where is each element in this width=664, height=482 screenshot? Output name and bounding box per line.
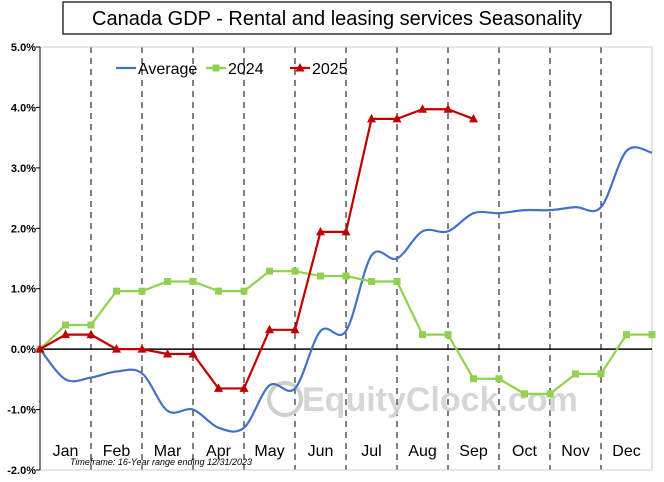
x-tick-label: Nov — [561, 443, 589, 460]
legend-item-average: Average — [116, 61, 197, 78]
y-tick-label: -1.0% — [7, 405, 36, 417]
marker-square — [419, 331, 426, 339]
marker-triangle — [35, 344, 45, 353]
marker-square — [317, 272, 324, 280]
marker-triangle — [112, 344, 121, 353]
y-tick-label: 2.0% — [11, 223, 36, 235]
watermark-logo-icon — [267, 381, 303, 417]
marker-square — [648, 331, 656, 339]
y-tick-label: 0.0% — [11, 344, 36, 356]
grid-lines — [90, 47, 653, 470]
marker-square — [138, 287, 146, 295]
marker-square — [572, 370, 579, 378]
x-tick-label: Aug — [408, 443, 436, 460]
marker-square — [495, 375, 503, 383]
marker-triangle — [295, 63, 305, 72]
marker-triangle — [214, 383, 223, 392]
marker-square — [62, 321, 69, 329]
marker-triangle — [316, 226, 325, 236]
legend-item-2025: 2025 — [290, 61, 348, 78]
marker-triangle — [418, 104, 427, 113]
marker-triangle — [61, 329, 70, 339]
marker-square — [215, 287, 222, 295]
marker-triangle — [341, 226, 351, 236]
x-tick-label: Feb — [103, 443, 131, 460]
marker-square — [393, 277, 401, 285]
marker-triangle — [137, 344, 147, 353]
marker-square — [597, 370, 605, 378]
x-tick-label: May — [254, 443, 284, 460]
legend-item-2024: 2024 — [206, 61, 264, 78]
y-tick-label: -2.0% — [7, 465, 36, 477]
marker-square — [164, 277, 171, 285]
series-layer — [35, 104, 656, 433]
series-line — [39, 108, 474, 390]
marker-square — [470, 375, 477, 383]
marker-triangle — [265, 324, 274, 334]
timeframe-footnote: Timeframe: 16-Year range ending 12/31/20… — [70, 457, 252, 467]
marker-square — [521, 390, 528, 398]
marker-square — [623, 331, 630, 339]
chart-title-group: Canada GDP - Rental and leasing services… — [62, 1, 612, 35]
watermark: EquityClock.com — [267, 381, 578, 419]
marker-square — [240, 287, 248, 295]
y-tick-label: 3.0% — [11, 163, 36, 175]
marker-triangle — [290, 324, 300, 334]
marker-square — [342, 272, 350, 280]
marker-triangle — [239, 383, 249, 392]
marker-square — [546, 390, 554, 398]
legend-label: 2025 — [312, 61, 348, 78]
title-box — [62, 1, 612, 35]
x-tick-labels: Jan Feb Mar Apr May Jun Jul Aug Sep Oct Nov Dec — [53, 443, 641, 460]
series-2024 — [36, 267, 656, 398]
x-tick-label: Dec — [612, 443, 640, 460]
x-tick-label: Jun — [308, 443, 334, 460]
marker-triangle — [367, 113, 376, 123]
marker-square — [189, 277, 197, 285]
legend-label: Average — [138, 61, 197, 78]
y-tick-labels: -2.0% -1.0% 0.0% 1.0% 2.0% 3.0% 4.0% 5.0% — [7, 42, 36, 477]
series-line — [39, 146, 653, 433]
y-tick-label: 5.0% — [11, 42, 36, 54]
marker-square — [291, 267, 299, 275]
x-tick-label: Jan — [53, 443, 79, 460]
marker-triangle — [469, 113, 478, 123]
x-tick-label: Jul — [361, 443, 381, 460]
marker-triangle — [443, 104, 453, 113]
marker-square — [212, 64, 220, 72]
y-tick-label: 4.0% — [11, 102, 36, 114]
series-average — [39, 146, 653, 433]
series-2025 — [35, 104, 478, 392]
watermark-text: EquityClock.com — [302, 381, 578, 419]
x-tick-label: Sep — [459, 443, 488, 460]
marker-triangle — [392, 113, 402, 123]
marker-square — [266, 267, 273, 275]
chart-title: Canada GDP - Rental and leasing services… — [92, 8, 582, 30]
marker-square — [368, 277, 375, 285]
x-tick-label: Mar — [154, 443, 182, 460]
legend-label: 2024 — [228, 61, 264, 78]
x-tick-label: Oct — [512, 443, 537, 460]
marker-triangle — [188, 348, 198, 358]
marker-triangle — [163, 348, 172, 358]
marker-triangle — [86, 329, 96, 339]
x-tick-label: Apr — [206, 443, 232, 460]
marker-square — [113, 287, 120, 295]
marker-square — [444, 331, 452, 339]
y-tick-label: 1.0% — [11, 284, 36, 296]
legend: Average 2024 2025 — [116, 61, 348, 78]
marker-square — [87, 321, 95, 329]
